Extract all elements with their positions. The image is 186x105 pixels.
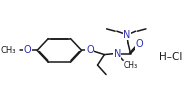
Text: O: O: [24, 45, 32, 55]
Text: O: O: [136, 39, 143, 49]
Text: CH₃: CH₃: [124, 61, 138, 70]
Text: O: O: [86, 45, 94, 55]
Text: CH₃: CH₃: [0, 46, 16, 55]
Text: N: N: [124, 30, 131, 40]
Text: N: N: [113, 49, 121, 59]
Text: H–Cl: H–Cl: [159, 52, 182, 62]
